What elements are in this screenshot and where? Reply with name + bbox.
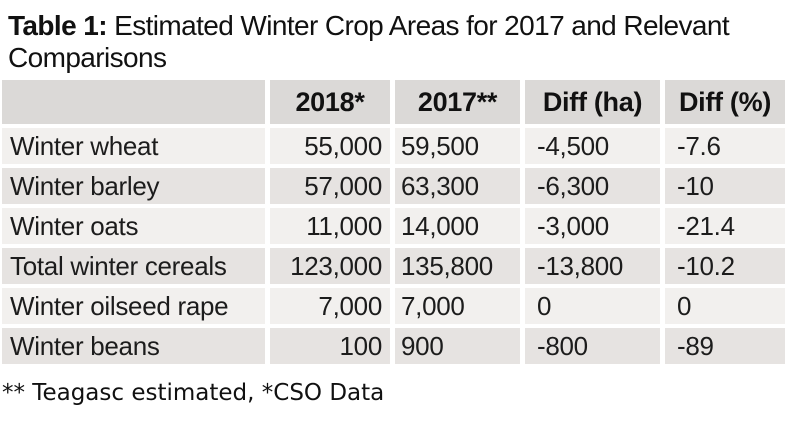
cell-diff-ha: -800	[525, 328, 660, 365]
cell-2017: 14,000	[395, 208, 520, 245]
page: Table 1: Estimated Winter Crop Areas for…	[2, 10, 788, 407]
cell-diff-ha: -4,500	[525, 128, 660, 165]
row-label: Winter oats	[2, 208, 265, 245]
column-header-2017: 2017**	[395, 80, 520, 125]
cell-2017: 900	[395, 328, 520, 365]
cell-2018: 123,000	[270, 248, 390, 285]
cell-diff-ha: -13,800	[525, 248, 660, 285]
row-label: Winter beans	[2, 328, 265, 365]
cell-diff-pct: -10.2	[665, 248, 785, 285]
table-title-text: Estimated Winter Crop Areas for 2017 and…	[8, 10, 730, 74]
row-label: Total winter cereals	[2, 248, 265, 285]
cell-2017: 7,000	[395, 288, 520, 325]
cell-2018: 55,000	[270, 128, 390, 165]
cell-2018: 100	[270, 328, 390, 365]
cell-diff-ha: -3,000	[525, 208, 660, 245]
cell-diff-pct: -7.6	[665, 128, 785, 165]
cell-2017: 135,800	[395, 248, 520, 285]
cell-2018: 11,000	[270, 208, 390, 245]
cell-diff-pct: -21.4	[665, 208, 785, 245]
row-label: Winter oilseed rape	[2, 288, 265, 325]
column-header-blank	[2, 80, 265, 125]
cell-diff-pct: -89	[665, 328, 785, 365]
cell-2017: 63,300	[395, 168, 520, 205]
column-header-2018: 2018*	[270, 80, 390, 125]
cell-2017: 59,500	[395, 128, 520, 165]
column-header-diff-pct: Diff (%)	[665, 80, 785, 125]
footnote: ** Teagasc estimated, *CSO Data	[2, 380, 385, 407]
cell-diff-ha: 0	[525, 288, 660, 325]
column-header-diff-ha: Diff (ha)	[525, 80, 660, 125]
table-title: Table 1: Estimated Winter Crop Areas for…	[8, 10, 738, 74]
row-label: Winter wheat	[2, 128, 265, 165]
data-table: 2018* 2017** Diff (ha) Diff (%) Winter w…	[2, 80, 788, 365]
row-label: Winter barley	[2, 168, 265, 205]
cell-diff-pct: -10	[665, 168, 785, 205]
cell-diff-pct: 0	[665, 288, 785, 325]
table-title-prefix: Table 1:	[8, 10, 108, 41]
cell-diff-ha: -6,300	[525, 168, 660, 205]
cell-2018: 57,000	[270, 168, 390, 205]
cell-2018: 7,000	[270, 288, 390, 325]
